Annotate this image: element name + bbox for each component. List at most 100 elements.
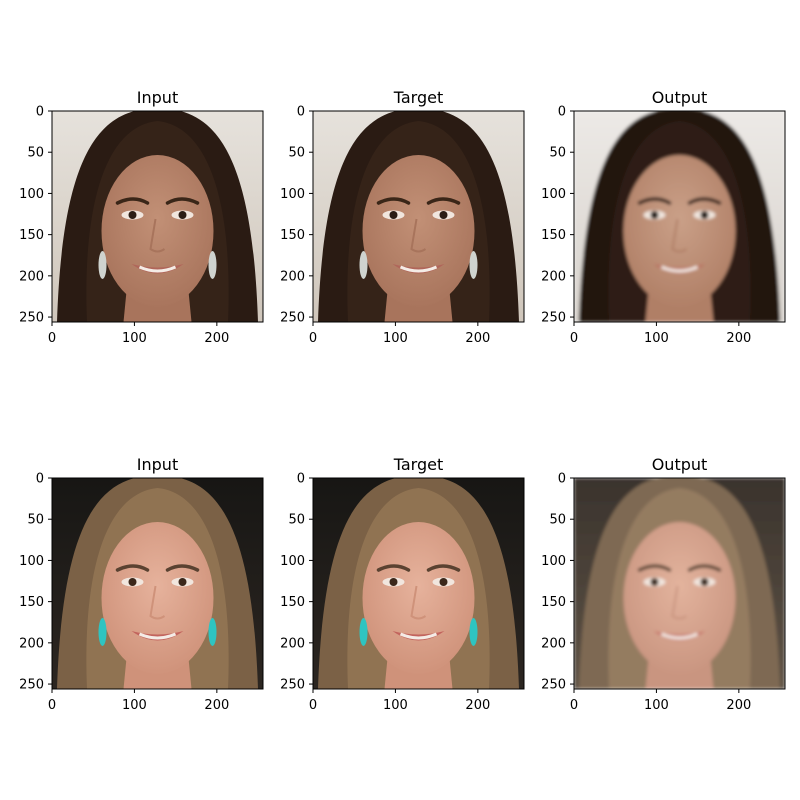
right-iris [178, 211, 187, 219]
y-tick-label: 100 [280, 187, 305, 202]
y-tick-label: 0 [36, 105, 44, 120]
right-earring [469, 618, 478, 646]
x-tick-label: 200 [465, 698, 490, 713]
y-tick-label: 250 [19, 311, 44, 326]
teeth [399, 265, 438, 273]
y-tick-label: 200 [541, 636, 566, 651]
smile-lips [131, 264, 184, 274]
portrait-image [313, 478, 524, 689]
left-iris [128, 578, 137, 586]
y-tick-label: 200 [280, 636, 305, 651]
subplot-title: Target [393, 88, 444, 107]
y-tick-label: 0 [297, 472, 305, 487]
x-tick-label: 100 [644, 698, 669, 713]
smile-lips [392, 264, 445, 274]
subplot-output-2: Output 0 100 200 0 50 100 150 200 250 [541, 455, 786, 713]
smile-lips [131, 631, 184, 641]
y-tick-label: 150 [19, 228, 44, 243]
axes-frame [51, 110, 264, 323]
y-tick-label: 100 [19, 554, 44, 569]
smile-lips [392, 631, 445, 641]
y-tick-label: 250 [19, 678, 44, 693]
x-tick-label: 100 [122, 698, 147, 713]
x-tick-label: 100 [383, 698, 408, 713]
left-earring [98, 618, 107, 646]
y-tick-label: 150 [541, 228, 566, 243]
right-earring [469, 251, 478, 279]
y-tick-label: 100 [541, 187, 566, 202]
left-brow [115, 197, 150, 205]
right-earring [208, 618, 217, 646]
left-earring [359, 618, 368, 646]
y-tick-label: 150 [19, 595, 44, 610]
nose-line [410, 218, 427, 253]
y-tick-label: 100 [19, 187, 44, 202]
teeth [660, 265, 699, 273]
axes-frame [312, 110, 525, 323]
y-tick-label: 0 [558, 105, 566, 120]
portrait-image [52, 111, 263, 322]
x-tick-label: 100 [644, 331, 669, 346]
left-brow [637, 564, 672, 572]
face-shape [101, 155, 214, 307]
right-brow [165, 197, 200, 205]
face-shape [362, 522, 475, 674]
x-tick-label: 0 [48, 331, 56, 346]
y-tick-label: 50 [288, 146, 305, 161]
right-iris [700, 211, 709, 219]
face-shape [623, 522, 736, 674]
axes-frame [312, 477, 525, 690]
subplot-title: Input [137, 88, 178, 107]
subplot-title: Output [652, 88, 708, 107]
face-shape [623, 155, 736, 307]
y-tick-label: 50 [549, 513, 566, 528]
x-tick-label: 0 [309, 698, 317, 713]
axes-frame [573, 110, 786, 323]
y-tick-label: 250 [541, 678, 566, 693]
nose-line [671, 585, 688, 620]
subplot-target-1: Target 0 100 200 0 50 100 150 200 250 [280, 88, 525, 346]
subplot-title: Target [393, 455, 444, 474]
subplot-target-2: Target 0 100 200 0 50 100 150 200 250 [280, 455, 525, 713]
left-brow [115, 564, 150, 572]
x-tick-label: 100 [122, 331, 147, 346]
left-iris [389, 211, 398, 219]
y-tick-label: 100 [541, 554, 566, 569]
x-tick-label: 200 [726, 331, 751, 346]
subplot-input-1: Input 0 100 200 0 50 100 150 200 250 [19, 88, 264, 346]
smile-lips [653, 264, 706, 274]
x-tick-label: 100 [383, 331, 408, 346]
x-tick-label: 200 [726, 698, 751, 713]
y-tick-label: 0 [558, 472, 566, 487]
right-brow [426, 564, 461, 572]
y-tick-label: 150 [541, 595, 566, 610]
right-earring [208, 251, 217, 279]
right-brow [165, 564, 200, 572]
left-brow [376, 197, 411, 205]
teeth [399, 632, 438, 640]
teeth [660, 632, 699, 640]
portrait-image [52, 478, 263, 689]
right-iris [700, 578, 709, 586]
y-tick-label: 150 [280, 595, 305, 610]
nose-line [410, 585, 427, 620]
y-tick-label: 250 [280, 311, 305, 326]
y-tick-label: 150 [280, 228, 305, 243]
teeth [138, 632, 177, 640]
y-tick-label: 200 [19, 269, 44, 284]
nose-line [149, 585, 166, 620]
portrait-image [574, 478, 785, 689]
portrait-image [313, 111, 524, 322]
y-tick-label: 50 [27, 513, 44, 528]
y-tick-label: 200 [280, 269, 305, 284]
y-tick-label: 100 [280, 554, 305, 569]
left-iris [650, 578, 659, 586]
nose-line [149, 218, 166, 253]
nose-line [671, 218, 688, 253]
subplot-title: Output [652, 455, 708, 474]
right-brow [687, 564, 722, 572]
right-iris [439, 578, 448, 586]
left-iris [650, 211, 659, 219]
left-iris [128, 211, 137, 219]
x-tick-label: 0 [570, 331, 578, 346]
